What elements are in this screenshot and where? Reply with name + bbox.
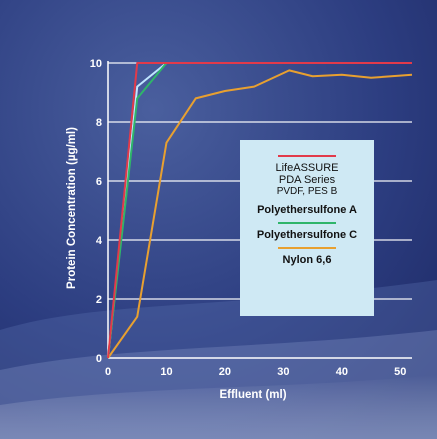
series-layer (107, 62, 413, 359)
legend-label: Nylon 6,6 (282, 254, 332, 266)
y-tick-label: 0 (96, 353, 102, 365)
y-tick-label: 10 (90, 58, 102, 70)
series-line-3 (107, 69, 413, 359)
legend-entry-nylon: Nylon 6,6 (240, 247, 374, 266)
legend-label: LifeASSURE (275, 162, 339, 174)
x-tick-label: 10 (160, 366, 172, 378)
legend-label: Polyethersulfone C (256, 229, 358, 241)
y-tick-label: 6 (96, 176, 102, 188)
x-tick-label: 40 (336, 366, 348, 378)
x-tick-label: 0 (105, 366, 111, 378)
legend-swatch-green (278, 222, 336, 224)
legend-entry-lifeassure: LifeASSURE PDA Series PVDF, PES B (240, 155, 374, 198)
y-tick-label: 2 (96, 294, 102, 306)
ticks-layer: 0 2 4 6 8 10 0 10 20 30 40 50 (90, 58, 407, 378)
legend-entry-pes-a: Polyethersulfone A (240, 204, 374, 216)
x-tick-label: 30 (277, 366, 289, 378)
legend-label: PDA Series (278, 174, 336, 186)
legend-swatch-orange (278, 247, 336, 249)
y-tick-label: 4 (96, 235, 103, 247)
background-wave (0, 375, 437, 439)
legend-swatch-red (278, 155, 336, 157)
legend-entry-pes-c: Polyethersulfone C (240, 222, 374, 241)
x-tick-label: 50 (394, 366, 406, 378)
y-tick-label: 8 (96, 117, 102, 129)
x-axis-title: Effluent (ml) (219, 389, 286, 401)
x-tick-label: 20 (219, 366, 231, 378)
axes-layer (107, 61, 412, 359)
series-line-0 (107, 62, 412, 359)
legend-label: Polyethersulfone A (257, 204, 357, 216)
legend-label: PVDF, PES B (276, 186, 338, 197)
y-axis-title: Protein Concentration (µg/ml) (66, 127, 78, 289)
legend: LifeASSURE PDA Series PVDF, PES B Polyet… (240, 140, 374, 316)
